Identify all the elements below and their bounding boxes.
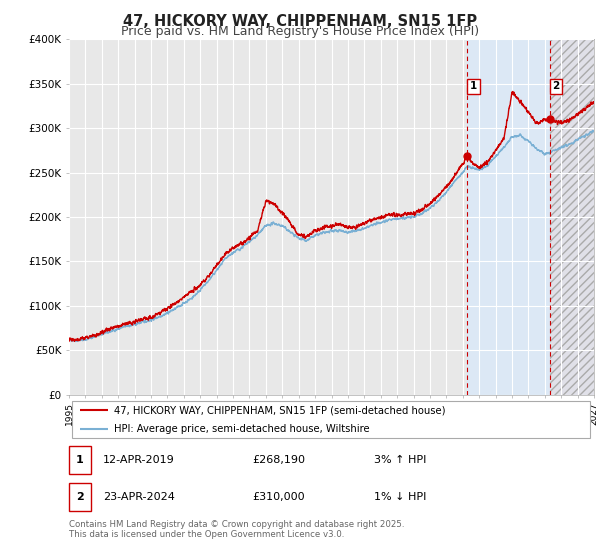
Bar xyxy=(467,39,550,395)
Text: HPI: Average price, semi-detached house, Wiltshire: HPI: Average price, semi-detached house,… xyxy=(113,424,369,433)
FancyBboxPatch shape xyxy=(69,446,91,474)
Text: £268,190: £268,190 xyxy=(253,455,306,465)
Text: 1: 1 xyxy=(76,455,84,465)
Text: £310,000: £310,000 xyxy=(253,492,305,502)
Text: 2: 2 xyxy=(553,81,560,91)
Text: 2: 2 xyxy=(76,492,84,502)
Text: 23-APR-2024: 23-APR-2024 xyxy=(103,492,175,502)
FancyBboxPatch shape xyxy=(71,401,590,438)
Bar xyxy=(550,39,594,395)
Text: 1% ↓ HPI: 1% ↓ HPI xyxy=(373,492,426,502)
Text: 47, HICKORY WAY, CHIPPENHAM, SN15 1FP (semi-detached house): 47, HICKORY WAY, CHIPPENHAM, SN15 1FP (s… xyxy=(113,405,445,415)
Text: 47, HICKORY WAY, CHIPPENHAM, SN15 1FP: 47, HICKORY WAY, CHIPPENHAM, SN15 1FP xyxy=(123,14,477,29)
Text: Price paid vs. HM Land Registry's House Price Index (HPI): Price paid vs. HM Land Registry's House … xyxy=(121,25,479,38)
FancyBboxPatch shape xyxy=(69,483,91,511)
Text: 12-APR-2019: 12-APR-2019 xyxy=(103,455,175,465)
Text: 1: 1 xyxy=(470,81,477,91)
Text: Contains HM Land Registry data © Crown copyright and database right 2025.
This d: Contains HM Land Registry data © Crown c… xyxy=(69,520,404,539)
Bar xyxy=(550,39,594,395)
Text: 3% ↑ HPI: 3% ↑ HPI xyxy=(373,455,426,465)
